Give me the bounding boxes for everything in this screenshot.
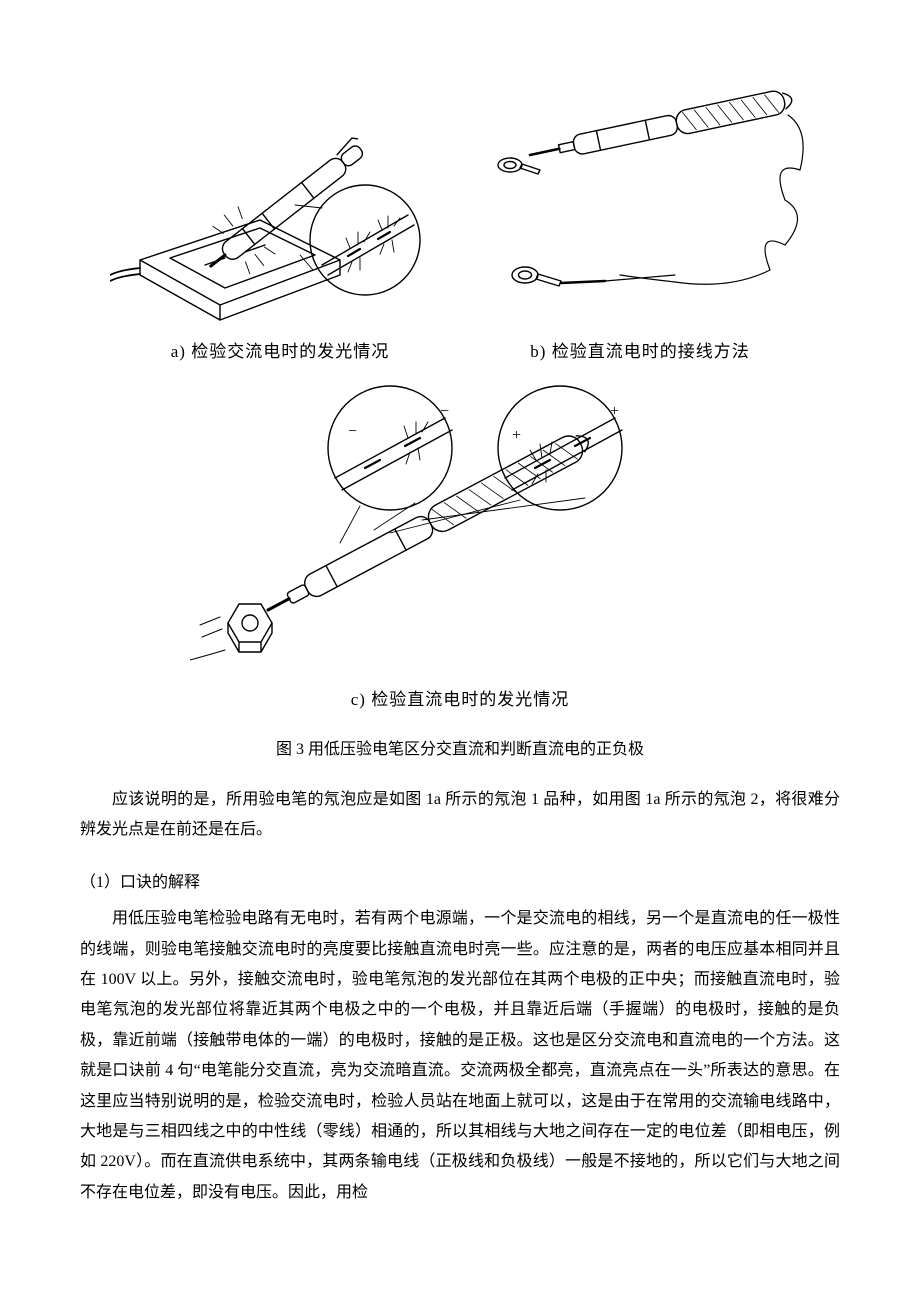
figure-main-caption: 图 3 用低压验电笔区分交直流和判断直流电的正负极 bbox=[80, 735, 840, 765]
figure-cell-b: b) 检验直流电时的接线方法 bbox=[470, 60, 810, 368]
figure-cell-a: a) 检验交流电时的发光情况 bbox=[110, 60, 450, 368]
svg-text:+: + bbox=[610, 403, 619, 420]
figure-row-bottom: − − + + bbox=[80, 378, 840, 716]
paragraph-note: 应该说明的是，所用验电笔的氖泡应是如图 1a 所示的氖泡 1 品种，如用图 1a… bbox=[80, 785, 840, 846]
svg-text:−: − bbox=[348, 423, 357, 440]
figure-c-svg: − − + + bbox=[190, 378, 730, 678]
figure-3: a) 检验交流电时的发光情况 bbox=[80, 60, 840, 765]
svg-text:+: + bbox=[512, 427, 521, 444]
figure-row-top: a) 检验交流电时的发光情况 bbox=[80, 60, 840, 368]
svg-text:−: − bbox=[440, 403, 449, 420]
paragraph-explain: 用低压验电笔检验电路有无电时，若有两个电源端，一个是交流电的相线，另一个是直流电… bbox=[80, 904, 840, 1208]
section-heading-1: （1）口诀的解释 bbox=[80, 868, 840, 898]
figure-b-svg bbox=[470, 60, 810, 330]
figure-b-caption: b) 检验直流电时的接线方法 bbox=[530, 336, 749, 368]
figure-c-caption: c) 检验直流电时的发光情况 bbox=[351, 684, 569, 716]
figure-a-caption: a) 检验交流电时的发光情况 bbox=[171, 336, 389, 368]
figure-a-svg bbox=[110, 60, 450, 330]
figure-cell-c: − − + + bbox=[190, 378, 730, 716]
